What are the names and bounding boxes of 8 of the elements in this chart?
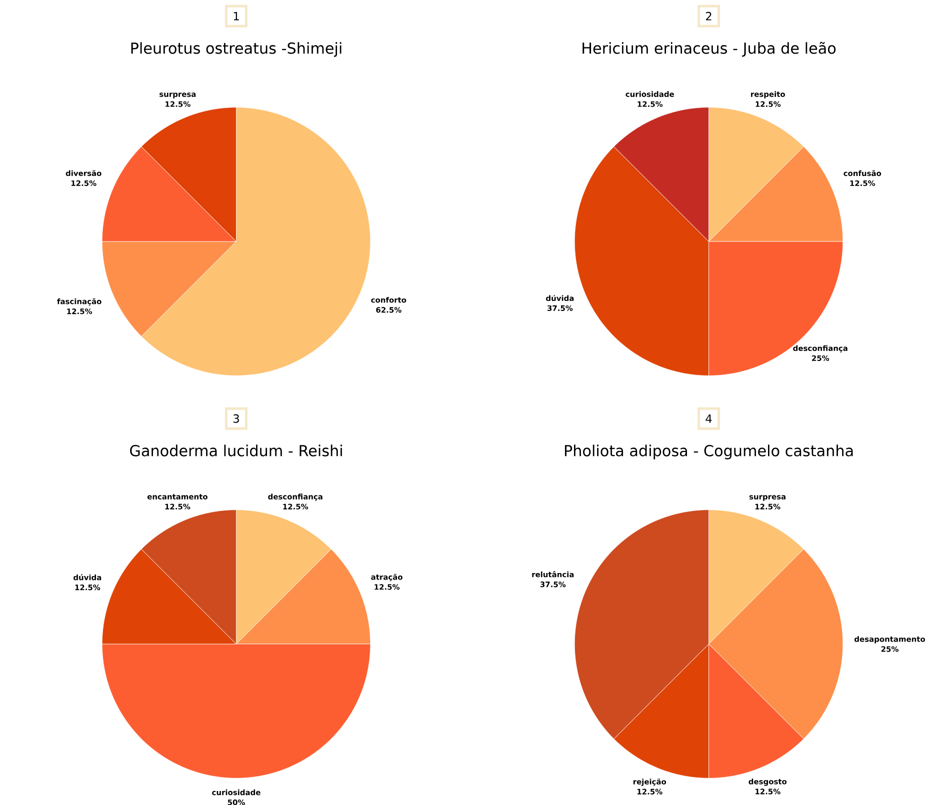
text: 4 — [706, 414, 712, 423]
text: 2 — [706, 12, 712, 20]
text: 3 — [234, 414, 239, 423]
chart-title: Hericium erinaceus - Juba de leão — [582, 42, 836, 57]
chart-title: Pleurotus ostreatus -Shimeji — [131, 42, 342, 57]
text: 1 — [234, 12, 239, 20]
chart-title: Ganoderma lucidum - Reishi — [130, 444, 342, 456]
chart-title: Pholiota adiposa - Cogumelo castanha — [564, 444, 853, 460]
